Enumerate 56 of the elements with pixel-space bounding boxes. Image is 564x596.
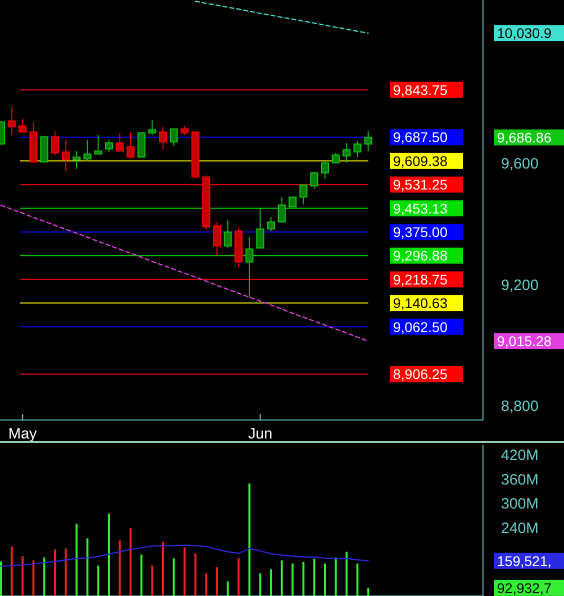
ref-line-label: 9,531.25	[393, 176, 448, 193]
ref-line-label: 9,062.50	[393, 318, 448, 335]
x-tick-label: Jun	[248, 426, 272, 443]
y-tick-label: 240M	[501, 520, 539, 538]
candlestick	[256, 208, 264, 249]
ref-line-label: 9,687.50	[393, 129, 448, 146]
candlestick	[116, 132, 124, 152]
y-tick-label: 9,600	[501, 156, 539, 173]
candlestick	[148, 119, 156, 136]
candlestick	[105, 139, 113, 152]
ref-line-label: 9,609.38	[393, 152, 448, 169]
ref-line-label: 9,453.13	[393, 200, 448, 216]
candlestick	[245, 236, 254, 298]
ref-line-label: 9,375.00	[393, 224, 448, 240]
candlestick	[267, 216, 275, 232]
candlestick	[126, 132, 135, 160]
candlestick	[288, 196, 297, 208]
x-tick-label: May	[8, 426, 38, 443]
ref-line-label: 9,140.63	[393, 295, 448, 312]
text: 10,030.9	[497, 25, 552, 42]
candlestick	[278, 196, 286, 222]
candlestick	[213, 221, 221, 256]
candlestick	[224, 219, 232, 249]
candlestick	[353, 140, 362, 158]
candlestick	[159, 126, 167, 150]
candlestick	[299, 184, 308, 205]
text: 159,521,	[497, 552, 552, 569]
candlestick	[72, 150, 81, 170]
candlestick	[94, 134, 102, 155]
line-series	[0, 544, 369, 567]
ref-line-label: 9,843.75	[393, 82, 448, 98]
y-tick-label: 8,800	[501, 398, 539, 416]
candlestick	[18, 118, 27, 132]
candlestick	[321, 161, 329, 180]
candlestick	[180, 125, 189, 136]
y-tick-label: 9,200	[501, 276, 539, 294]
y-tick-label: 360M	[501, 471, 539, 488]
y-tick-label: 300M	[501, 496, 539, 513]
candlestick	[310, 171, 318, 190]
candlestick	[332, 152, 340, 164]
candlestick	[51, 130, 59, 156]
text: 9,686.86	[497, 129, 552, 146]
line-series	[194, 0, 369, 34]
candlestick	[170, 128, 178, 146]
y-tick-label: 420M	[501, 446, 539, 464]
line-series	[0, 204, 369, 342]
candlestick	[8, 106, 16, 136]
text: 92,932,7	[497, 580, 552, 596]
ref-line-label: 9,296.88	[393, 248, 448, 264]
candlestick	[62, 139, 70, 172]
ref-line-label: 8,906.25	[393, 366, 448, 382]
candlestick	[342, 142, 351, 164]
text: 9,015.28	[497, 333, 552, 350]
candlestick	[364, 130, 372, 152]
ref-line-label: 9,218.75	[393, 271, 448, 288]
candlestick	[83, 139, 92, 162]
